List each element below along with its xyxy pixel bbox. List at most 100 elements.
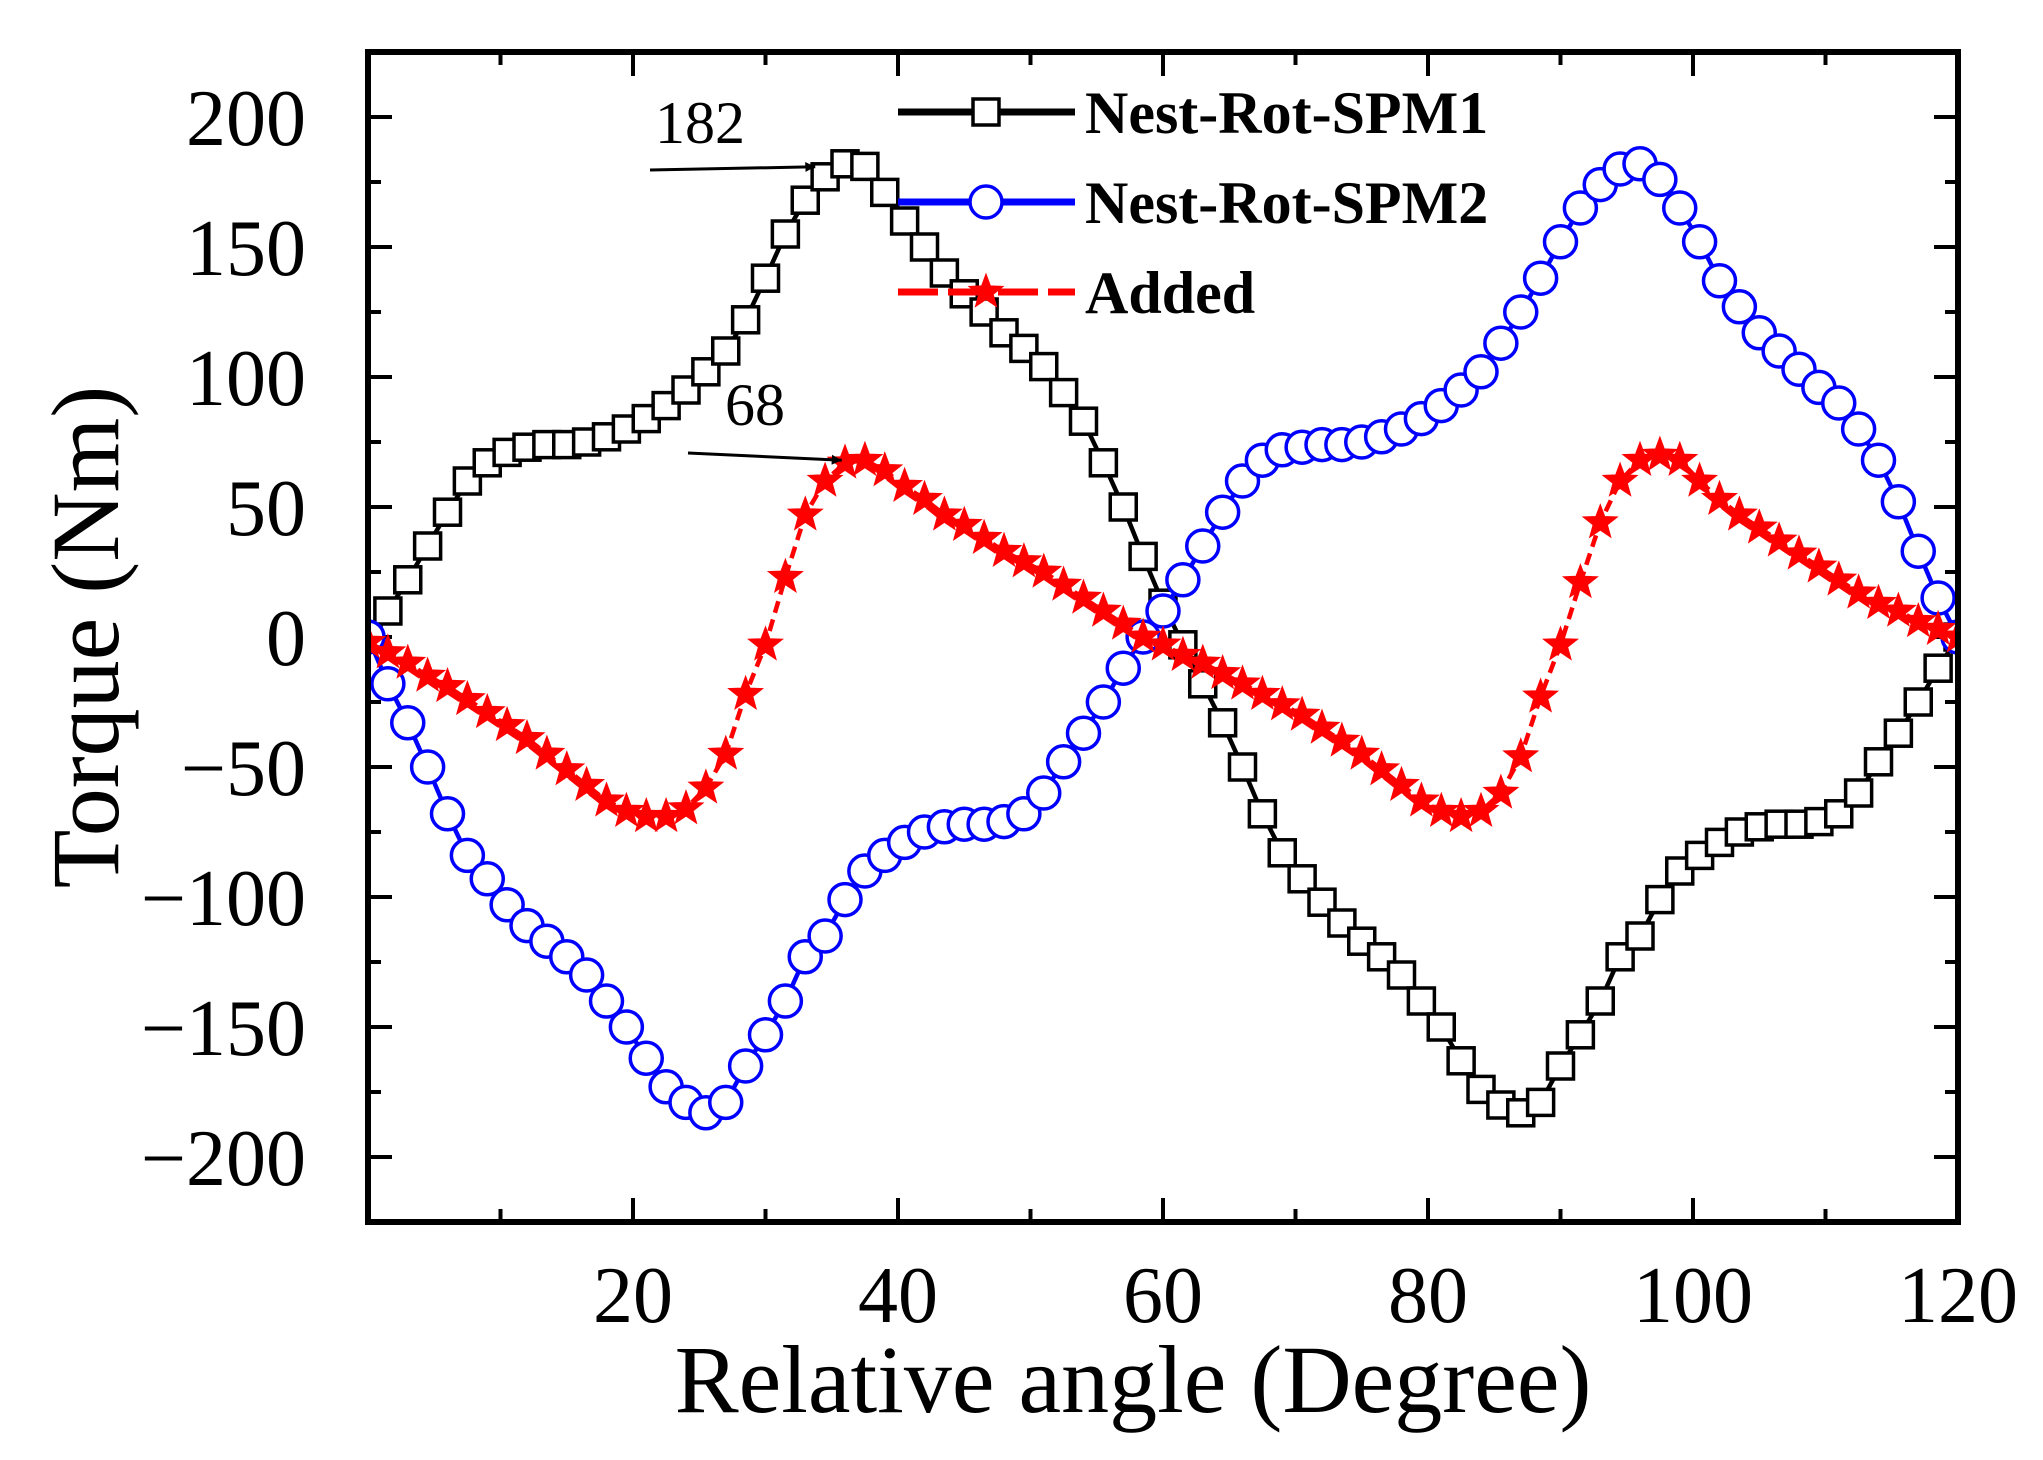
data-point: [1184, 643, 1222, 679]
data-point: [1048, 377, 1079, 408]
data-point: [1084, 591, 1122, 627]
plot-frame: [365, 49, 1961, 1225]
x-tick-label: 60: [1123, 1252, 1203, 1340]
data-point: [727, 674, 765, 710]
data-point: [1503, 294, 1539, 330]
data-point: [1701, 479, 1738, 515]
data-point: [1267, 838, 1297, 868]
data-point: [1207, 708, 1238, 738]
data-point: [1224, 664, 1261, 700]
data-point: [1386, 960, 1417, 990]
data-point: [747, 625, 784, 661]
data-point: [1522, 260, 1559, 296]
series-nest-rot-spm2: [368, 146, 1958, 1131]
data-point: [846, 440, 884, 476]
data-point: [429, 796, 466, 832]
data-point: [1561, 562, 1599, 599]
x-axis-title: Relative angle (Degree): [675, 1326, 1592, 1433]
data-point: [1565, 1020, 1596, 1050]
data-point: [1247, 799, 1278, 829]
y-tick-label: −50: [181, 725, 306, 813]
data-point: [1642, 161, 1678, 198]
data-point: [1088, 448, 1119, 478]
data-point: [628, 1040, 664, 1076]
data-point: [708, 1084, 744, 1121]
data-point: [1800, 547, 1838, 583]
data-point: [1860, 442, 1897, 478]
data-point: [588, 781, 625, 817]
data-point: [827, 881, 863, 918]
data-point: [707, 734, 745, 770]
data-point: [1144, 625, 1182, 661]
data-point: [468, 692, 506, 729]
data-point: [1164, 635, 1202, 671]
data-point: [1323, 721, 1361, 757]
legend-marker: [967, 272, 1005, 308]
data-point: [1243, 674, 1281, 710]
data-point: [409, 749, 446, 785]
data-point: [1843, 778, 1874, 808]
legend-label: Nest-Rot-SPM2: [1085, 170, 1488, 236]
y-tick-label: 150: [186, 205, 306, 293]
y-tick-label: −100: [141, 855, 306, 943]
data-point: [1681, 461, 1719, 497]
data-point: [1108, 492, 1138, 522]
data-point: [1025, 552, 1063, 588]
data-point: [608, 1009, 645, 1045]
data-point: [1029, 351, 1059, 382]
data-point: [1045, 744, 1082, 780]
data-point: [1263, 685, 1301, 721]
y-tick-label: 200: [186, 75, 306, 163]
data-point: [1204, 494, 1241, 530]
x-tick-label: 80: [1388, 1252, 1468, 1340]
data-point: [1919, 609, 1957, 645]
data-point: [1406, 986, 1437, 1016]
data-point: [727, 1048, 764, 1084]
data-point: [747, 1017, 784, 1053]
annotation-arrow-added: [687, 451, 842, 465]
data-point: [1124, 617, 1162, 653]
data-point: [1363, 750, 1401, 786]
data-point: [945, 505, 983, 541]
data-point: [1145, 593, 1181, 629]
data-point: [667, 789, 705, 825]
data-point: [1045, 565, 1083, 601]
y-tick-label: −150: [141, 985, 306, 1073]
data-point: [588, 983, 625, 1019]
data-point: [767, 983, 804, 1019]
data-point: [1665, 856, 1695, 886]
data-point: [766, 557, 804, 593]
data-point: [1446, 1046, 1476, 1076]
data-point: [1721, 289, 1758, 325]
data-point: [1343, 734, 1381, 770]
data-point: [452, 466, 483, 496]
data-point: [1903, 687, 1933, 717]
data-point: [687, 768, 725, 804]
data-point: [448, 679, 486, 716]
data-point: [1780, 534, 1818, 570]
data-point: [1065, 578, 1102, 614]
data-point: [1525, 1087, 1556, 1118]
data-point: [1026, 775, 1062, 811]
x-tick-label: 120: [1898, 1252, 2018, 1340]
data-point: [1641, 435, 1679, 471]
legend-marker: [968, 184, 1004, 220]
y-tick-label: 0: [266, 595, 306, 683]
data-point: [429, 666, 466, 703]
data-point: [1840, 573, 1878, 609]
legend: Nest-Rot-SPM1 Nest-Rot-SPM2 Added: [898, 80, 1488, 326]
legend-item: Nest-Rot-SPM2: [898, 170, 1488, 236]
data-point: [1681, 224, 1718, 260]
data-point: [770, 219, 801, 249]
series-added: [368, 435, 1958, 833]
legend-label: Added: [1085, 260, 1255, 326]
data-point: [1502, 737, 1540, 773]
data-point: [1482, 773, 1520, 809]
data-point: [1542, 224, 1579, 260]
data-point: [1105, 650, 1141, 686]
data-point: [1820, 560, 1858, 596]
data-point: [1821, 385, 1857, 421]
data-point: [850, 151, 880, 182]
data-point: [1879, 591, 1917, 627]
